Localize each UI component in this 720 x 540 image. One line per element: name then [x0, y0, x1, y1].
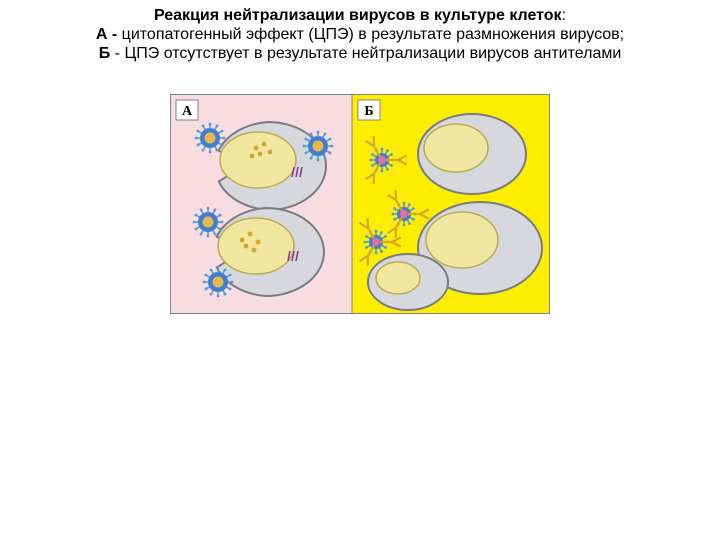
page-title: Реакция нейтрализации вирусов в культуре… — [0, 0, 720, 64]
title-line2-bold: А - — [96, 26, 122, 43]
particle — [244, 243, 249, 248]
particle — [240, 237, 245, 242]
title-line1-bold: Реакция нейтрализации вирусов в культуре… — [154, 7, 562, 24]
nucleus — [426, 212, 498, 268]
particle — [256, 239, 261, 244]
title-line2-rest: цитопатогенный эффект (ЦПЭ) в результате… — [122, 26, 624, 43]
title-line3-rest: - ЦПЭ отсутствует в результате нейтрализ… — [110, 45, 621, 62]
title-line1-tail: : — [562, 7, 566, 24]
cell — [368, 254, 448, 310]
panel-label-text: Б — [364, 104, 373, 119]
panel-label-box: Б — [358, 100, 380, 120]
panel-label-text: А — [182, 104, 193, 119]
particle — [252, 247, 257, 252]
nucleus — [424, 124, 488, 172]
diagram-figure: АБ — [170, 94, 550, 314]
cell — [219, 122, 326, 210]
panel-label-box: А — [176, 100, 198, 120]
nucleus — [218, 218, 294, 274]
nucleus — [376, 262, 420, 294]
particle — [268, 149, 273, 154]
particle — [258, 151, 263, 156]
particle — [250, 153, 255, 158]
cell — [418, 114, 526, 194]
title-line3-bold: Б — [99, 45, 111, 62]
particle — [254, 145, 259, 150]
particle — [262, 141, 267, 146]
nucleus — [220, 132, 296, 188]
particle — [248, 231, 253, 236]
